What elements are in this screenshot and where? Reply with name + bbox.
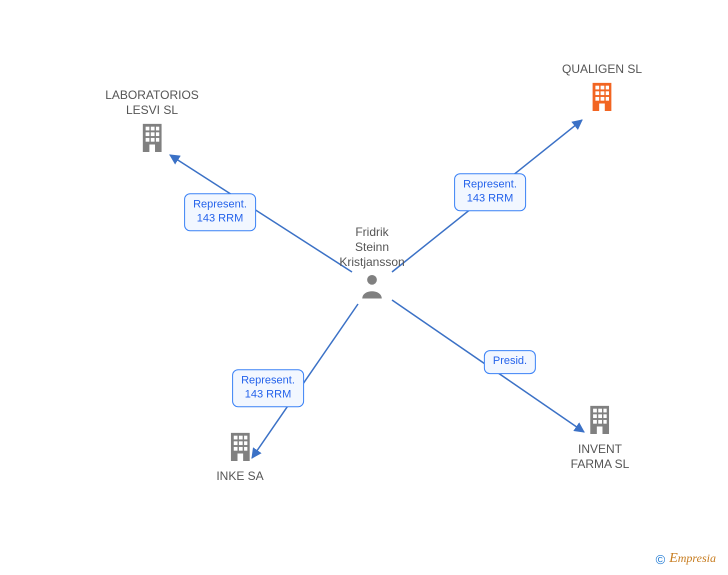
network-diagram: Fridrik Steinn Kristjansson LABORATORIOS… (0, 0, 728, 575)
brand-name: Empresia (669, 551, 716, 567)
edge-label: Represent. 143 RRM (184, 193, 256, 231)
building-icon (562, 81, 642, 115)
company-label: INKE SA (216, 469, 263, 484)
edge-label: Presid. (484, 350, 536, 374)
edge-label: Represent. 143 RRM (232, 369, 304, 407)
building-icon (571, 404, 630, 438)
watermark: © Empresia (656, 551, 716, 567)
center-person-label: Fridrik Steinn Kristjansson (339, 225, 404, 270)
edge-label: Represent. 143 RRM (454, 173, 526, 211)
building-icon (216, 431, 263, 465)
company-node-inke: INKE SA (216, 431, 263, 488)
company-label: QUALIGEN SL (562, 62, 642, 77)
copyright-icon: © (656, 552, 666, 567)
company-node-qualigen: QUALIGEN SL (562, 62, 642, 115)
building-icon (105, 122, 199, 156)
company-label: LABORATORIOS LESVI SL (105, 88, 199, 118)
company-node-invent: INVENT FARMA SL (571, 404, 630, 476)
person-icon (359, 273, 385, 304)
company-label: INVENT FARMA SL (571, 442, 630, 472)
company-node-laboratorios: LABORATORIOS LESVI SL (105, 88, 199, 156)
